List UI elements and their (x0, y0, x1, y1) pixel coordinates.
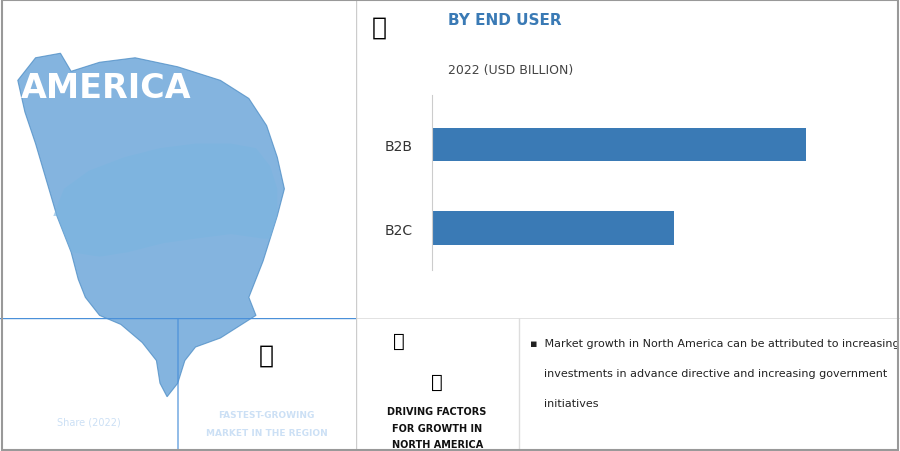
Text: 💰: 💰 (431, 373, 443, 391)
Text: LARGEST: LARGEST (57, 389, 121, 401)
Bar (58, 346, 68, 378)
Text: Share (2022): Share (2022) (57, 417, 121, 427)
Bar (432, 129, 806, 162)
Polygon shape (53, 144, 277, 257)
Text: DRIVING FACTORS: DRIVING FACTORS (388, 406, 487, 416)
Text: AMERICA: AMERICA (22, 72, 192, 105)
Text: NORTH AMERICA: NORTH AMERICA (392, 439, 482, 449)
Text: ▪  Market growth in North America can be attributed to increasing: ▪ Market growth in North America can be … (530, 338, 899, 348)
Text: NORTH: NORTH (22, 14, 153, 46)
Text: BY END USER: BY END USER (448, 13, 562, 28)
Text: FOR GROWTH IN: FOR GROWTH IN (392, 423, 482, 433)
Bar (432, 212, 674, 245)
Bar (88, 330, 98, 378)
Text: 🏂: 🏂 (259, 343, 274, 367)
Bar (73, 338, 83, 378)
Text: 📈: 📈 (393, 331, 405, 350)
Text: FASTEST-GROWING: FASTEST-GROWING (219, 410, 315, 419)
Bar (29, 362, 39, 378)
Bar (43, 354, 53, 378)
Text: investments in advance directive and increasing government: investments in advance directive and inc… (530, 368, 887, 378)
Text: US: US (255, 387, 278, 401)
Text: 2022 (USD BILLION): 2022 (USD BILLION) (448, 64, 573, 77)
Text: 👥: 👥 (372, 16, 387, 40)
Text: MARKET IN THE REGION: MARKET IN THE REGION (206, 428, 328, 437)
Text: initiatives: initiatives (530, 398, 599, 408)
Polygon shape (18, 54, 284, 397)
